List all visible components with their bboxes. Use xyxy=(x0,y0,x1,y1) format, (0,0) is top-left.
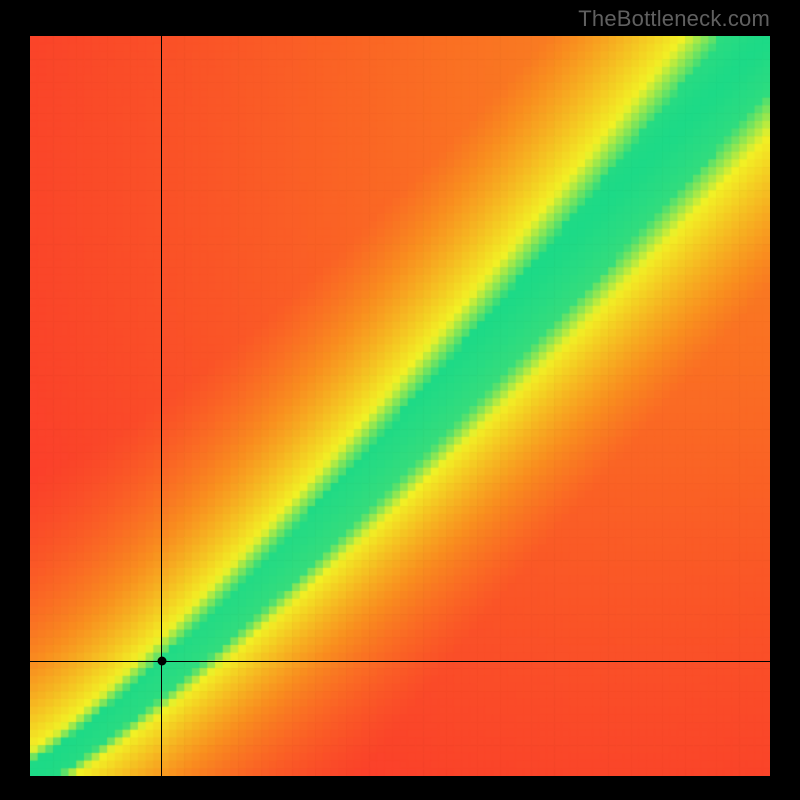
bottleneck-heatmap xyxy=(30,36,770,776)
watermark-text: TheBottleneck.com xyxy=(578,6,770,32)
plot-area xyxy=(30,36,770,776)
figure-frame: TheBottleneck.com xyxy=(0,0,800,800)
